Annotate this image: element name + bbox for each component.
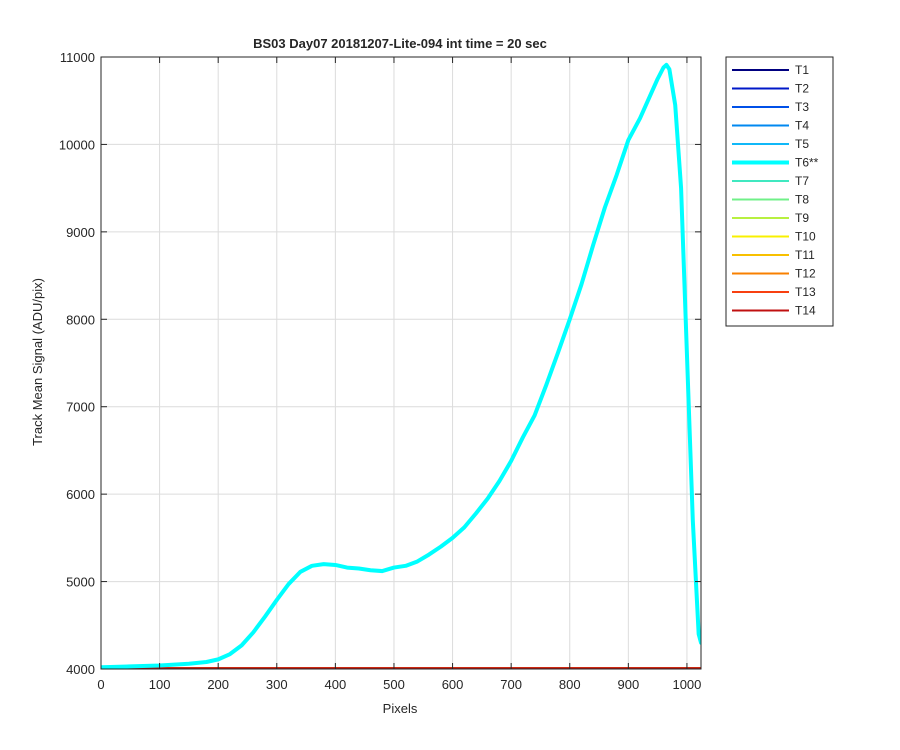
legend-label-t2: T2 — [795, 82, 809, 96]
y-tick-label: 4000 — [66, 662, 95, 677]
y-tick-label: 11000 — [60, 50, 95, 65]
legend-label-t11: T11 — [795, 248, 815, 262]
legend-label-t3: T3 — [795, 100, 809, 114]
legend-label-t14: T14 — [795, 304, 816, 318]
y-tick-label: 6000 — [66, 487, 95, 502]
x-tick-label: 100 — [149, 677, 171, 692]
legend: T1 T2 T3 T4 T5 T6** T7 T8 T9 T10 T11 T12 T13 T14 — [725, 56, 834, 327]
x-tick-label: 700 — [500, 677, 522, 692]
x-axis-label: Pixels — [383, 701, 418, 716]
x-tick-label: 400 — [325, 677, 347, 692]
series-line-t6 — [101, 62, 701, 669]
x-tick-label: 500 — [383, 677, 405, 692]
legend-label-t1: T1 — [795, 63, 809, 77]
y-tick-label: 7000 — [66, 400, 95, 415]
x-tick-label: 600 — [442, 677, 464, 692]
legend-label-t13: T13 — [795, 285, 816, 299]
y-tick-label: 5000 — [66, 575, 95, 590]
x-tick-label: 1000 — [672, 677, 701, 692]
y-axis-label: Track Mean Signal (ADU/pix) — [30, 278, 45, 446]
legend-label-t7: T7 — [795, 174, 809, 188]
x-tick-label: 200 — [207, 677, 229, 692]
axes-box — [100, 56, 702, 670]
legend-label-t5: T5 — [795, 137, 809, 151]
legend-label-t4: T4 — [795, 119, 809, 133]
x-tick-label: 900 — [617, 677, 639, 692]
x-tick-label: 300 — [266, 677, 288, 692]
y-tick-label: 9000 — [66, 225, 95, 240]
x-tick-label: 800 — [559, 677, 581, 692]
legend-label-t9: T9 — [795, 211, 809, 225]
legend-label-t12: T12 — [795, 267, 816, 281]
legend-box — [725, 56, 834, 327]
y-tick-label: 8000 — [66, 312, 95, 327]
x-tick-label: 0 — [97, 677, 104, 692]
plot-background — [101, 57, 701, 669]
legend-label-t10: T10 — [795, 230, 816, 244]
y-tick-label: 10000 — [59, 137, 95, 152]
chart-title: BS03 Day07 20181207-Lite-094 int time = … — [253, 36, 547, 51]
legend-label-t6: T6** — [795, 156, 819, 170]
plot-area: 0 100 200 300 400 500 600 700 800 900 1000 4000 5000… — [59, 50, 702, 692]
legend-label-t8: T8 — [795, 193, 809, 207]
